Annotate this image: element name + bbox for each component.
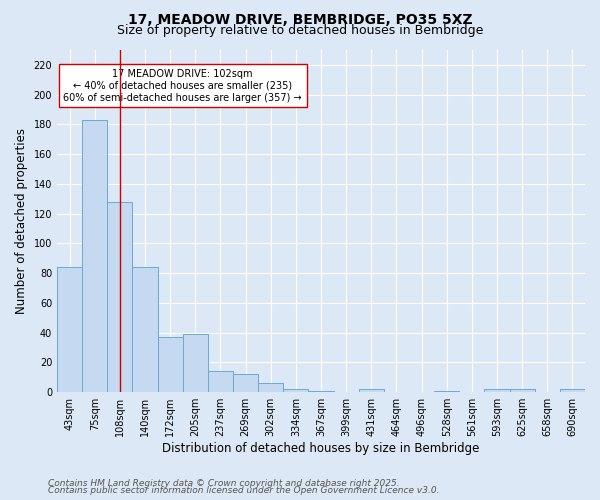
Bar <box>283 389 308 392</box>
Bar <box>359 389 384 392</box>
Bar <box>158 337 183 392</box>
Text: Contains HM Land Registry data © Crown copyright and database right 2025.: Contains HM Land Registry data © Crown c… <box>48 478 400 488</box>
Text: 17 MEADOW DRIVE: 102sqm
← 40% of detached houses are smaller (235)
60% of semi-d: 17 MEADOW DRIVE: 102sqm ← 40% of detache… <box>64 70 302 102</box>
Bar <box>484 389 509 392</box>
Bar <box>308 390 334 392</box>
Bar <box>509 389 535 392</box>
X-axis label: Distribution of detached houses by size in Bembridge: Distribution of detached houses by size … <box>163 442 480 455</box>
Bar <box>133 267 158 392</box>
Y-axis label: Number of detached properties: Number of detached properties <box>15 128 28 314</box>
Text: Contains public sector information licensed under the Open Government Licence v3: Contains public sector information licen… <box>48 486 439 495</box>
Bar <box>560 389 585 392</box>
Bar <box>82 120 107 392</box>
Text: 17, MEADOW DRIVE, BEMBRIDGE, PO35 5XZ: 17, MEADOW DRIVE, BEMBRIDGE, PO35 5XZ <box>128 12 472 26</box>
Bar <box>233 374 258 392</box>
Bar <box>183 334 208 392</box>
Bar <box>258 384 283 392</box>
Bar <box>107 202 133 392</box>
Bar <box>57 267 82 392</box>
Bar <box>434 390 459 392</box>
Bar <box>208 372 233 392</box>
Text: Size of property relative to detached houses in Bembridge: Size of property relative to detached ho… <box>117 24 483 37</box>
